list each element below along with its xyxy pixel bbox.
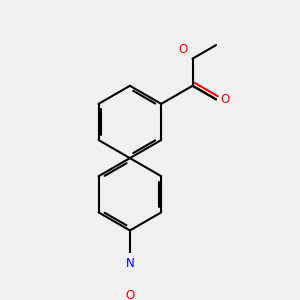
Text: O: O [220,93,230,106]
Text: O: O [125,289,134,300]
Text: N: N [125,256,134,269]
Text: O: O [179,43,188,56]
